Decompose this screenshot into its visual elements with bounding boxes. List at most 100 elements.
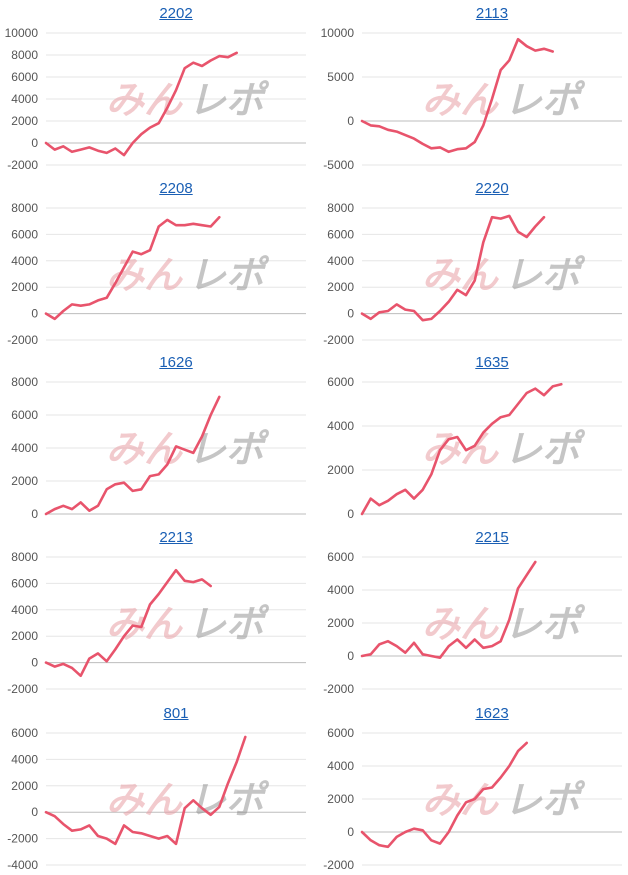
y-tick-label: 0 (31, 805, 38, 819)
y-tick-label: 4000 (11, 92, 38, 106)
chart-title-link[interactable]: 2220 (475, 180, 509, 197)
y-tick-label: 6000 (327, 375, 354, 389)
chart-panel-1623: 1623 -2000 0 2000 4000 6000 みん レポ (316, 700, 628, 875)
y-tick-label: 2000 (11, 779, 38, 793)
y-tick-label: 0 (347, 307, 354, 321)
watermark-logo-gray: レポ (504, 253, 586, 297)
watermark-logo-pink: みん (422, 253, 499, 297)
chart-title-link[interactable]: 801 (163, 705, 189, 722)
watermark-logo-gray: レポ (504, 778, 586, 822)
watermark-logo-gray: レポ (188, 778, 270, 822)
series-line (360, 741, 528, 849)
y-tick-label: 0 (31, 307, 38, 321)
chart-title-link[interactable]: 1635 (475, 354, 509, 371)
y-tick-label: -2000 (7, 682, 38, 696)
watermark-logo-pink: みん (106, 602, 183, 646)
y-tick-label: 6000 (11, 227, 38, 241)
y-tick-label: 6000 (327, 227, 354, 241)
y-tick-label: 6000 (327, 550, 354, 564)
y-tick-label: 4000 (327, 419, 354, 433)
y-tick-label: -2000 (323, 682, 354, 696)
y-tick-label: 2000 (11, 114, 38, 128)
y-tick-label: 10000 (321, 26, 355, 40)
y-tick-label: 0 (31, 136, 38, 150)
y-tick-label: 0 (31, 507, 38, 521)
y-tick-label: 8000 (11, 48, 38, 62)
watermark-logo-pink: みん (422, 778, 499, 822)
y-tick-label: 0 (347, 825, 354, 839)
y-tick-label: 2000 (11, 629, 38, 643)
series-line (360, 37, 554, 154)
chart-panel-2215: 2215 -2000 0 2000 4000 6000 みん レポ (316, 524, 628, 699)
watermark-logo-gray: レポ (188, 78, 270, 122)
y-tick-label: 4000 (327, 254, 354, 268)
chart-panel-2202: 2202 -2000 0 2000 4000 6000 8000 10000 みん レポ (0, 0, 312, 175)
line-chart: -2000 0 2000 4000 6000 みん レポ (323, 726, 622, 872)
y-tick-label: 0 (347, 649, 354, 663)
y-tick-label: 8000 (11, 375, 38, 389)
y-tick-label: 2000 (11, 280, 38, 294)
chart-panel-2113: 2113 -5000 0 5000 10000 みん レポ (316, 0, 628, 175)
y-tick-label: 6000 (327, 726, 354, 740)
y-tick-label: 8000 (11, 550, 38, 564)
y-tick-label: 8000 (327, 201, 354, 215)
y-tick-label: 4000 (11, 254, 38, 268)
line-chart: -2000 0 2000 4000 6000 みん レポ (323, 550, 622, 696)
y-tick-label: 6000 (11, 576, 38, 590)
chart-title-link[interactable]: 2208 (159, 180, 193, 197)
chart-panel-801: 801 -4000 -2000 0 2000 4000 6000 みん レポ (0, 700, 312, 875)
watermark-logo-pink: みん (106, 427, 183, 471)
chart-title-link[interactable]: 1623 (475, 705, 509, 722)
y-tick-label: 4000 (11, 441, 38, 455)
watermark-logo-pink: みん (106, 253, 183, 297)
watermark-logo-gray: レポ (188, 602, 270, 646)
watermark-logo-gray: レポ (504, 427, 586, 471)
line-chart: 0 2000 4000 6000 8000 みん レポ (11, 375, 306, 521)
y-tick-label: -2000 (7, 832, 38, 846)
chart-panel-1635: 1635 0 2000 4000 6000 みん レポ (316, 349, 628, 524)
watermark-logo-gray: レポ (504, 78, 586, 122)
y-tick-label: 6000 (11, 70, 38, 84)
series-line (360, 382, 563, 516)
line-chart: -2000 0 2000 4000 6000 8000 みん レポ (7, 550, 306, 696)
chart-title-link[interactable]: 2213 (159, 529, 193, 546)
y-tick-label: 6000 (11, 408, 38, 422)
series-line (44, 568, 212, 678)
series-line (44, 215, 221, 321)
y-tick-label: -2000 (323, 858, 354, 872)
chart-panel-2208: 2208 -2000 0 2000 4000 6000 8000 みん レポ (0, 175, 312, 350)
watermark-logo-pink: みん (422, 602, 499, 646)
watermark-logo-gray: レポ (188, 427, 270, 471)
series-line (44, 395, 221, 516)
y-tick-label: 2000 (327, 792, 354, 806)
chart-panel-2213: 2213 -2000 0 2000 4000 6000 8000 みん レポ (0, 524, 312, 699)
y-tick-label: 4000 (11, 603, 38, 617)
watermark-logo-pink: みん (106, 778, 183, 822)
chart-title-link[interactable]: 1626 (159, 354, 193, 371)
watermark-logo-gray: レポ (188, 253, 270, 297)
y-tick-label: 2000 (327, 280, 354, 294)
chart-title-link[interactable]: 2215 (475, 529, 509, 546)
y-tick-label: 8000 (11, 201, 38, 215)
y-tick-label: 0 (347, 507, 354, 521)
series-line (360, 214, 546, 322)
chart-panel-1626: 1626 0 2000 4000 6000 8000 みん レポ (0, 349, 312, 524)
series-line (44, 735, 247, 846)
y-tick-label: 4000 (11, 752, 38, 766)
y-tick-label: -5000 (323, 158, 354, 172)
line-chart: -2000 0 2000 4000 6000 8000 みん レポ (7, 201, 306, 347)
y-tick-label: 0 (31, 656, 38, 670)
y-tick-label: 2000 (327, 616, 354, 630)
y-tick-label: -4000 (7, 858, 38, 872)
y-tick-label: 0 (347, 114, 354, 128)
y-tick-label: 4000 (327, 583, 354, 597)
y-tick-label: 10000 (5, 26, 39, 40)
chart-title-link[interactable]: 2113 (475, 5, 509, 22)
y-tick-label: 4000 (327, 759, 354, 773)
line-chart: -2000 0 2000 4000 6000 8000 みん レポ (323, 201, 622, 347)
y-tick-label: 6000 (11, 726, 38, 740)
chart-title-link[interactable]: 2202 (159, 5, 193, 22)
y-tick-label: -2000 (323, 333, 354, 347)
y-tick-label: 5000 (327, 70, 354, 84)
